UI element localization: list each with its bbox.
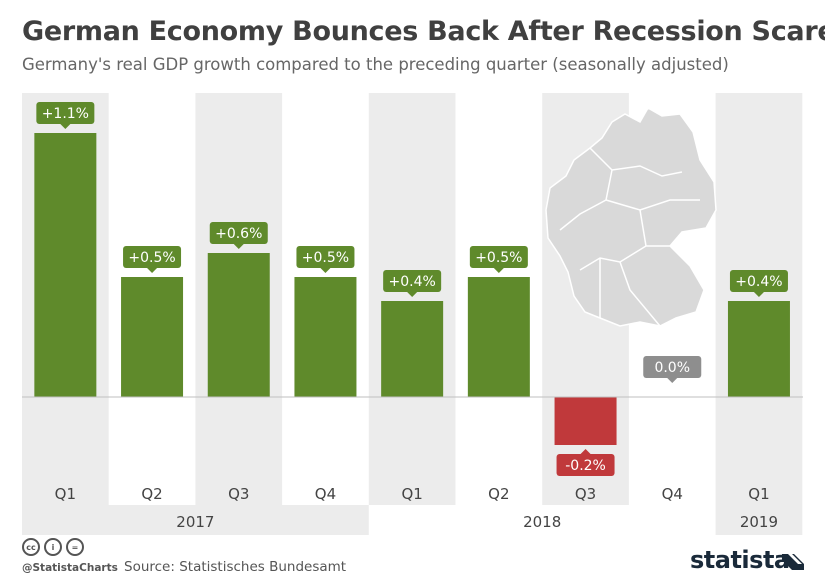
svg-text:+0.5%: +0.5% [475,250,522,266]
value-label: +0.4% [383,270,442,297]
nd-icon: = [66,538,84,556]
cc-icon: cc [22,538,40,556]
license-icons: cc i = [22,538,88,556]
statista-logo-mark [782,554,804,570]
x-tick-label: Q4 [662,485,683,503]
year-label: 2018 [523,513,561,531]
chart-title: German Economy Bounces Back After Recess… [22,16,825,47]
x-tick-label: Q4 [315,485,336,503]
value-label: +1.1% [36,102,95,129]
statista-handle: @StatistaCharts [22,562,118,574]
column-band [715,93,803,505]
value-label: -0.2% [556,449,615,476]
value-label: +0.5% [469,246,528,273]
x-tick-label: Q1 [748,485,769,503]
value-labels: +1.1% +0.5% +0.6% +0.5% +0.4% +0.5% -0.2% 0.0% +… [36,102,788,476]
statista-logo: statista [690,546,790,574]
value-label: +0.4% [729,270,788,297]
bar [207,253,270,397]
value-label: +0.6% [209,222,268,249]
x-tick-label: Q2 [488,485,509,503]
germany-map-icon [545,106,717,327]
value-label: +0.5% [123,246,182,273]
year-band [22,505,369,535]
x-tick-label: Q1 [55,485,76,503]
chart-subtitle: Germany's real GDP growth compared to th… [22,55,729,74]
svg-text:+0.5%: +0.5% [128,250,175,266]
bars [34,133,790,445]
bar-chart: +1.1% +0.5% +0.6% +0.5% +0.4% +0.5% -0.2% 0.0% +… [22,93,803,535]
svg-text:+0.4%: +0.4% [388,274,435,290]
svg-text:0.0%: 0.0% [654,360,690,376]
svg-text:-0.2%: -0.2% [565,458,606,474]
value-label: +0.5% [296,246,355,273]
x-tick-label: Q1 [401,485,422,503]
svg-text:+0.5%: +0.5% [302,250,349,266]
x-tick-label: Q3 [575,485,596,503]
bar [121,277,184,397]
bar [381,301,444,397]
column-band [368,93,456,505]
svg-text:+0.4%: +0.4% [735,274,782,290]
x-tick-label: Q3 [228,485,249,503]
svg-text:+1.1%: +1.1% [42,106,89,122]
year-label: 2017 [176,513,214,531]
bar [467,277,530,397]
svg-text:+0.6%: +0.6% [215,226,262,242]
bar [727,301,790,397]
source-note: Source: Statistisches Bundesamt [124,559,347,575]
bar [34,133,97,397]
bar [554,397,617,445]
year-labels: 2017 2018 2019 [22,505,803,535]
year-label: 2019 [740,513,778,531]
x-tick-labels: Q1 Q2 Q3 Q4 Q1 Q2 Q3 Q4 Q1 [55,485,770,503]
value-label: 0.0% [643,356,702,383]
by-icon: i [44,538,62,556]
x-tick-label: Q2 [141,485,162,503]
bar [294,277,357,397]
year-band [715,505,803,535]
